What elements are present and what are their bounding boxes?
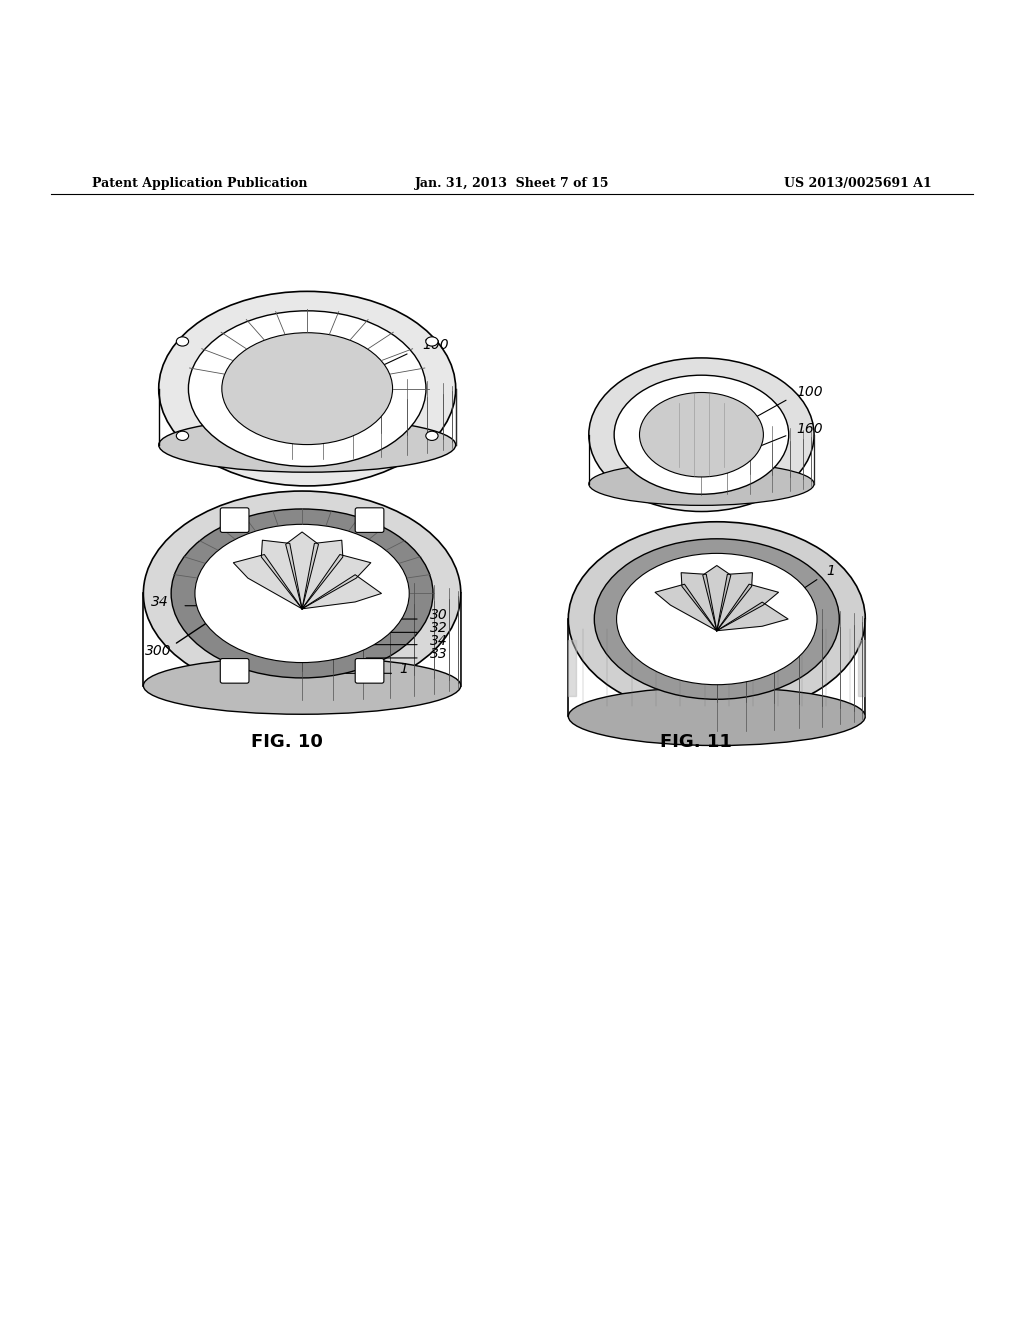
Text: 34: 34 [430,634,447,648]
Ellipse shape [171,510,433,678]
Text: 100: 100 [797,385,823,399]
Text: FIG. 11: FIG. 11 [660,733,732,751]
Text: 33: 33 [430,647,447,661]
Text: Jan. 31, 2013  Sheet 7 of 15: Jan. 31, 2013 Sheet 7 of 15 [415,177,609,190]
Text: FIG. 10: FIG. 10 [251,733,323,751]
Text: 160: 160 [797,421,823,436]
Polygon shape [858,639,865,696]
Polygon shape [717,573,753,631]
Polygon shape [302,540,343,609]
Text: US 2013/0025691 A1: US 2013/0025691 A1 [784,177,932,190]
Ellipse shape [616,553,817,685]
FancyBboxPatch shape [220,659,249,684]
Ellipse shape [143,657,461,714]
Polygon shape [568,639,575,696]
Ellipse shape [568,521,865,717]
Ellipse shape [159,292,456,486]
Ellipse shape [589,358,814,512]
Polygon shape [717,602,788,631]
Polygon shape [302,554,371,609]
Polygon shape [717,585,778,631]
FancyBboxPatch shape [220,508,249,532]
FancyBboxPatch shape [355,508,384,532]
Polygon shape [261,540,302,609]
Ellipse shape [639,392,764,477]
Ellipse shape [426,432,438,441]
Ellipse shape [594,539,840,700]
Text: 1: 1 [399,663,409,676]
Text: 300: 300 [145,644,172,657]
Ellipse shape [176,337,188,346]
Polygon shape [302,574,381,609]
Ellipse shape [188,310,426,466]
Ellipse shape [143,491,461,696]
Ellipse shape [176,432,188,441]
Polygon shape [702,565,731,631]
Text: 32: 32 [430,622,447,635]
Text: 30: 30 [430,609,447,622]
Polygon shape [681,573,717,631]
Polygon shape [286,532,318,609]
Text: 100: 100 [422,338,449,351]
Ellipse shape [426,337,438,346]
Ellipse shape [589,462,814,506]
Text: 34: 34 [152,595,169,609]
Ellipse shape [159,417,456,473]
Polygon shape [655,585,717,631]
Ellipse shape [195,524,410,663]
Ellipse shape [222,333,392,445]
Text: 1: 1 [826,564,836,578]
FancyBboxPatch shape [355,659,384,684]
Polygon shape [233,554,302,609]
Ellipse shape [614,375,788,494]
Text: Patent Application Publication: Patent Application Publication [92,177,307,190]
Ellipse shape [568,688,865,746]
